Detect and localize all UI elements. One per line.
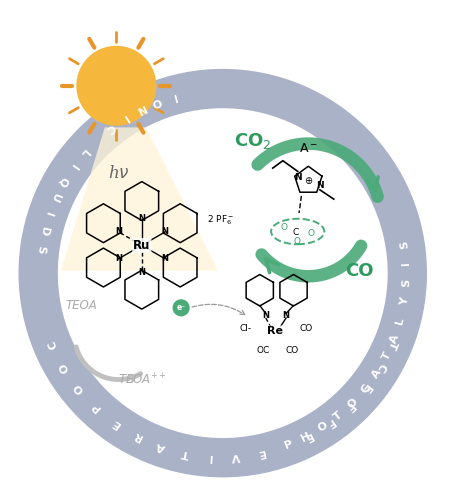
Text: E: E: [255, 448, 265, 459]
Text: CO$_2$: CO$_2$: [234, 132, 271, 152]
Text: O: O: [307, 230, 313, 238]
Circle shape: [58, 109, 386, 438]
Circle shape: [19, 70, 425, 476]
Text: I: I: [207, 452, 212, 462]
Text: T: T: [332, 410, 344, 422]
Text: O: O: [293, 237, 300, 246]
Text: S: S: [35, 244, 46, 254]
Text: A: A: [388, 333, 400, 345]
Text: N: N: [138, 268, 145, 276]
Text: I: I: [43, 210, 54, 218]
Text: P: P: [90, 400, 102, 413]
Text: T: T: [180, 448, 189, 459]
Text: S: S: [400, 278, 411, 287]
Text: A$^-$: A$^-$: [298, 142, 317, 154]
Text: Cl-: Cl-: [239, 324, 251, 333]
Text: OC: OC: [256, 346, 269, 355]
Text: D: D: [38, 226, 50, 237]
Text: N: N: [115, 228, 122, 236]
Text: F: F: [323, 416, 335, 429]
Text: Ru: Ru: [133, 239, 150, 252]
Text: TEOA: TEOA: [66, 299, 97, 312]
Text: N: N: [133, 102, 146, 116]
Text: C: C: [358, 382, 371, 395]
Text: Q: Q: [56, 175, 70, 188]
Text: N: N: [161, 228, 168, 236]
Text: O: O: [345, 396, 359, 410]
Text: Re: Re: [266, 326, 282, 336]
Text: CO: CO: [299, 324, 312, 333]
Text: N: N: [315, 180, 323, 190]
Text: O: O: [72, 382, 86, 395]
Text: I: I: [120, 112, 129, 123]
Text: L: L: [78, 146, 90, 158]
Text: E: E: [359, 382, 372, 394]
Text: N: N: [161, 254, 168, 264]
Text: T: T: [385, 339, 397, 350]
Text: P: P: [282, 438, 294, 451]
Text: N: N: [138, 214, 145, 223]
Text: T: T: [380, 351, 392, 362]
Text: 2 PF$_6^-$: 2 PF$_6^-$: [206, 213, 233, 226]
Text: O: O: [280, 224, 287, 232]
Text: I: I: [400, 261, 411, 266]
Text: H: H: [299, 430, 312, 444]
Text: E: E: [110, 416, 122, 429]
Text: S: S: [398, 240, 409, 249]
Text: C: C: [103, 122, 116, 134]
Text: N: N: [282, 310, 289, 320]
Circle shape: [77, 46, 155, 125]
Text: N: N: [262, 310, 269, 320]
Text: E: E: [302, 430, 313, 442]
Text: O: O: [58, 360, 71, 374]
Text: F: F: [342, 400, 355, 413]
Text: TEOA$^{++}$: TEOA$^{++}$: [117, 372, 166, 387]
Text: C: C: [292, 228, 298, 237]
Text: O: O: [316, 420, 329, 434]
Text: R: R: [131, 430, 143, 442]
Text: I: I: [170, 90, 176, 102]
Text: Y: Y: [398, 297, 409, 306]
Text: A: A: [369, 367, 383, 380]
Text: V: V: [230, 452, 239, 462]
Text: C: C: [374, 361, 386, 374]
Text: L: L: [394, 316, 405, 326]
Text: CO: CO: [344, 262, 373, 280]
Text: h$\nu$: h$\nu$: [107, 165, 129, 182]
Text: ⊕: ⊕: [304, 176, 312, 186]
Circle shape: [173, 300, 188, 316]
Text: A: A: [155, 440, 166, 452]
Text: N: N: [293, 173, 301, 182]
Text: U: U: [49, 192, 62, 203]
Text: CO: CO: [285, 346, 298, 355]
Text: O: O: [150, 96, 162, 108]
Text: I: I: [68, 162, 78, 171]
Polygon shape: [61, 128, 218, 271]
Text: e⁻: e⁻: [176, 304, 185, 312]
Text: C: C: [47, 339, 59, 350]
Text: N: N: [115, 254, 122, 264]
